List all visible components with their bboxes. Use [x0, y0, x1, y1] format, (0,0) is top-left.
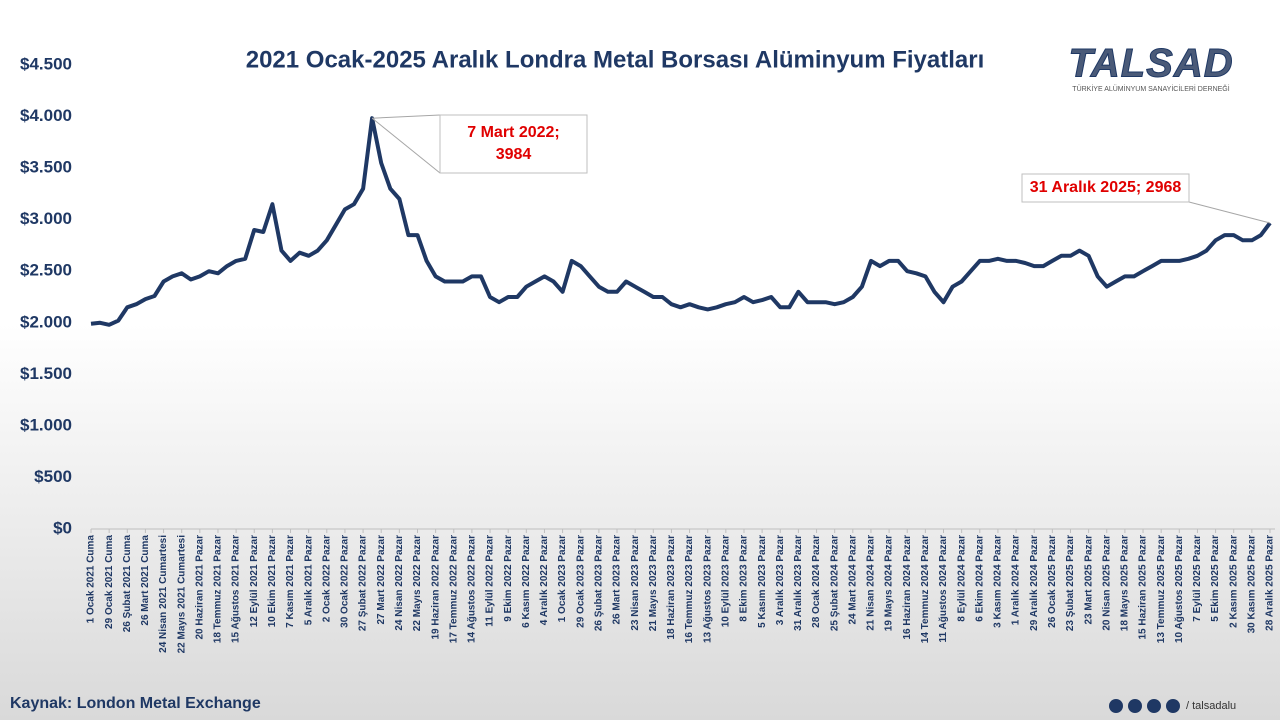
x-tick-label: 13 Temmuz 2025 Pazar — [1156, 535, 1167, 643]
x-tick-label: 6 Ekim 2024 Pazar — [974, 535, 985, 622]
x-tick-label: 11 Eylül 2022 Pazar — [485, 535, 496, 627]
x-tick-label: 8 Ekim 2023 Pazar — [739, 535, 750, 622]
x-tick-label: 21 Nisan 2024 Pazar — [866, 535, 877, 631]
line — [90, 116, 1272, 327]
x-tick-label: 24 Nisan 2021 Cumartesi — [158, 535, 169, 653]
x-tick-label: 23 Mart 2025 Pazar — [1083, 535, 1094, 625]
x-tick-label: 18 Temmuz 2021 Pazar — [213, 535, 224, 643]
x-tick-label: 22 Mayıs 2022 Pazar — [412, 535, 423, 631]
x-tick-label: 22 Mayıs 2021 Cumartesi — [176, 535, 187, 654]
x-tick-label: 2 Ocak 2022 Pazar — [321, 535, 332, 622]
annotation-box — [1021, 173, 1190, 203]
x-tick-label: 31 Aralık 2023 Pazar — [793, 535, 804, 631]
x-tick-label: 29 Aralık 2024 Pazar — [1029, 535, 1040, 631]
x-tick-label: 3 Kasım 2024 Pazar — [993, 535, 1004, 628]
x-tick-label: 5 Aralık 2021 Pazar — [303, 535, 314, 625]
x-tick-label: 27 Mart 2022 Pazar — [376, 535, 387, 625]
x-tick-label: 25 Şubat 2024 Pazar — [829, 535, 840, 631]
x-tick-label: 14 Ağustos 2022 Pazar — [467, 535, 478, 643]
x-tick-label: 10 Ekim 2021 Pazar — [267, 535, 278, 627]
x-tick-label: 15 Ağustos 2021 Pazar — [231, 535, 242, 643]
x-tick-label: 7 Eylül 2025 Pazar — [1192, 535, 1203, 622]
y-tick-label: $0 — [53, 518, 72, 537]
y-tick-label: $1.000 — [20, 415, 72, 434]
x-tick-label: 18 Mayıs 2025 Pazar — [1120, 535, 1131, 631]
annotation-text: 31 Aralık 2025; 2968 — [1030, 179, 1182, 196]
x-tick-label: 30 Ocak 2022 Pazar — [340, 535, 351, 628]
x-tick-label: 30 Kasım 2025 Pazar — [1247, 535, 1258, 634]
y-tick-label: $3.500 — [20, 158, 72, 177]
x-tick-label: 21 Mayıs 2023 Pazar — [648, 535, 659, 631]
x-tick-label: 7 Kasım 2021 Pazar — [285, 535, 296, 628]
x-tick-label: 3 Aralık 2023 Pazar — [775, 535, 786, 625]
x-tick-label: 26 Mart 2021 Cuma — [140, 535, 151, 626]
annotation-text: 7 Mart 2022; — [467, 124, 560, 141]
annotation-leader — [372, 114, 441, 119]
x-tick-label: 18 Haziran 2023 Pazar — [666, 535, 677, 640]
x-tick-label: 9 Ekim 2022 Pazar — [503, 535, 514, 622]
x-tick-label: 11 Ağustos 2024 Pazar — [938, 535, 949, 643]
social-handle: / talsadalu — [1186, 700, 1236, 712]
x-tick-label: 26 Şubat 2023 Pazar — [594, 535, 605, 631]
x-tick-label: 1 Aralık 2024 Pazar — [1011, 535, 1022, 625]
x-tick-label: 1 Ocak 2021 Cuma — [86, 535, 97, 624]
x-tick-label: 24 Mart 2024 Pazar — [847, 535, 858, 625]
x-tick-label: 24 Nisan 2022 Pazar — [394, 535, 405, 631]
x-tick-label: 29 Ocak 2023 Pazar — [575, 535, 586, 628]
annotation-leader — [371, 117, 441, 174]
y-tick-label: $500 — [34, 467, 72, 486]
x-tick-label: 26 Şubat 2021 Cuma — [122, 535, 133, 633]
x-tick-label: 23 Nisan 2023 Pazar — [630, 535, 641, 631]
x-tick-label: 1 Ocak 2023 Pazar — [557, 535, 568, 622]
x-tick-label: 2 Kasım 2025 Pazar — [1228, 535, 1239, 628]
x-tick-label: 12 Eylül 2021 Pazar — [249, 535, 260, 627]
x-tick-label: 26 Ocak 2025 Pazar — [1047, 535, 1058, 628]
x-tick-label: 4 Aralık 2022 Pazar — [539, 535, 550, 625]
logo: TALSAD — [1068, 42, 1233, 86]
y-tick-label: $2.500 — [20, 261, 72, 280]
x-tick-label: 20 Nisan 2025 Pazar — [1101, 535, 1112, 631]
x-tick-label: 16 Temmuz 2023 Pazar — [684, 535, 695, 643]
x-tick-label: 19 Mayıs 2024 Pazar — [884, 535, 895, 631]
y-tick-label: $1.500 — [20, 364, 72, 383]
x-tick-label: 26 Mart 2023 Pazar — [612, 535, 623, 625]
y-tick-label: $3.000 — [20, 209, 72, 228]
x-tick-label: 5 Kasım 2023 Pazar — [757, 535, 768, 628]
x-tick-label: 8 Eylül 2024 Pazar — [956, 535, 967, 622]
logo-subtitle: TÜRKİYE ALÜMİNYUM SANAYİCİLERİ DERNEĞİ — [1072, 84, 1229, 93]
y-tick-label: $4.000 — [20, 106, 72, 125]
x-tick-label: 29 Ocak 2021 Cuma — [104, 535, 115, 629]
x-tick-label: 28 Ocak 2024 Pazar — [811, 535, 822, 628]
chart-title: 2021 Ocak-2025 Aralık Londra Metal Borsa… — [246, 46, 985, 73]
x-tick-label: 16 Haziran 2024 Pazar — [902, 535, 913, 640]
x-tick-label: 13 Ağustos 2023 Pazar — [702, 535, 713, 643]
y-tick-label: $4.500 — [20, 54, 72, 73]
annotation-box — [439, 114, 588, 174]
x-tick-label: 27 Şubat 2022 Pazar — [358, 535, 369, 631]
social-icons — [1109, 699, 1180, 713]
x-tick-label: 17 Temmuz 2022 Pazar — [448, 535, 459, 643]
x-tick-label: 20 Haziran 2021 Pazar — [194, 535, 205, 640]
x-tick-label: 14 Temmuz 2024 Pazar — [920, 535, 931, 643]
x-tick-label: 10 Ağustos 2025 Pazar — [1174, 535, 1185, 643]
x-tick-label: 10 Eylül 2023 Pazar — [720, 535, 731, 627]
x-tick-label: 28 Aralık 2025 Pazar — [1265, 535, 1276, 631]
annotation-text: 3984 — [496, 146, 532, 163]
x-tick-label: 6 Kasım 2022 Pazar — [521, 535, 532, 628]
source: Kaynak: London Metal Exchange — [10, 695, 261, 712]
x-tick-label: 23 Şubat 2025 Pazar — [1065, 535, 1076, 631]
annotation-leader — [1188, 201, 1271, 224]
x-tick-label: 19 Haziran 2022 Pazar — [430, 535, 441, 640]
x-tick-label: 15 Haziran 2025 Pazar — [1138, 535, 1149, 640]
x-tick-label: 5 Ekim 2025 Pazar — [1210, 535, 1221, 622]
y-tick-label: $2.000 — [20, 312, 72, 331]
